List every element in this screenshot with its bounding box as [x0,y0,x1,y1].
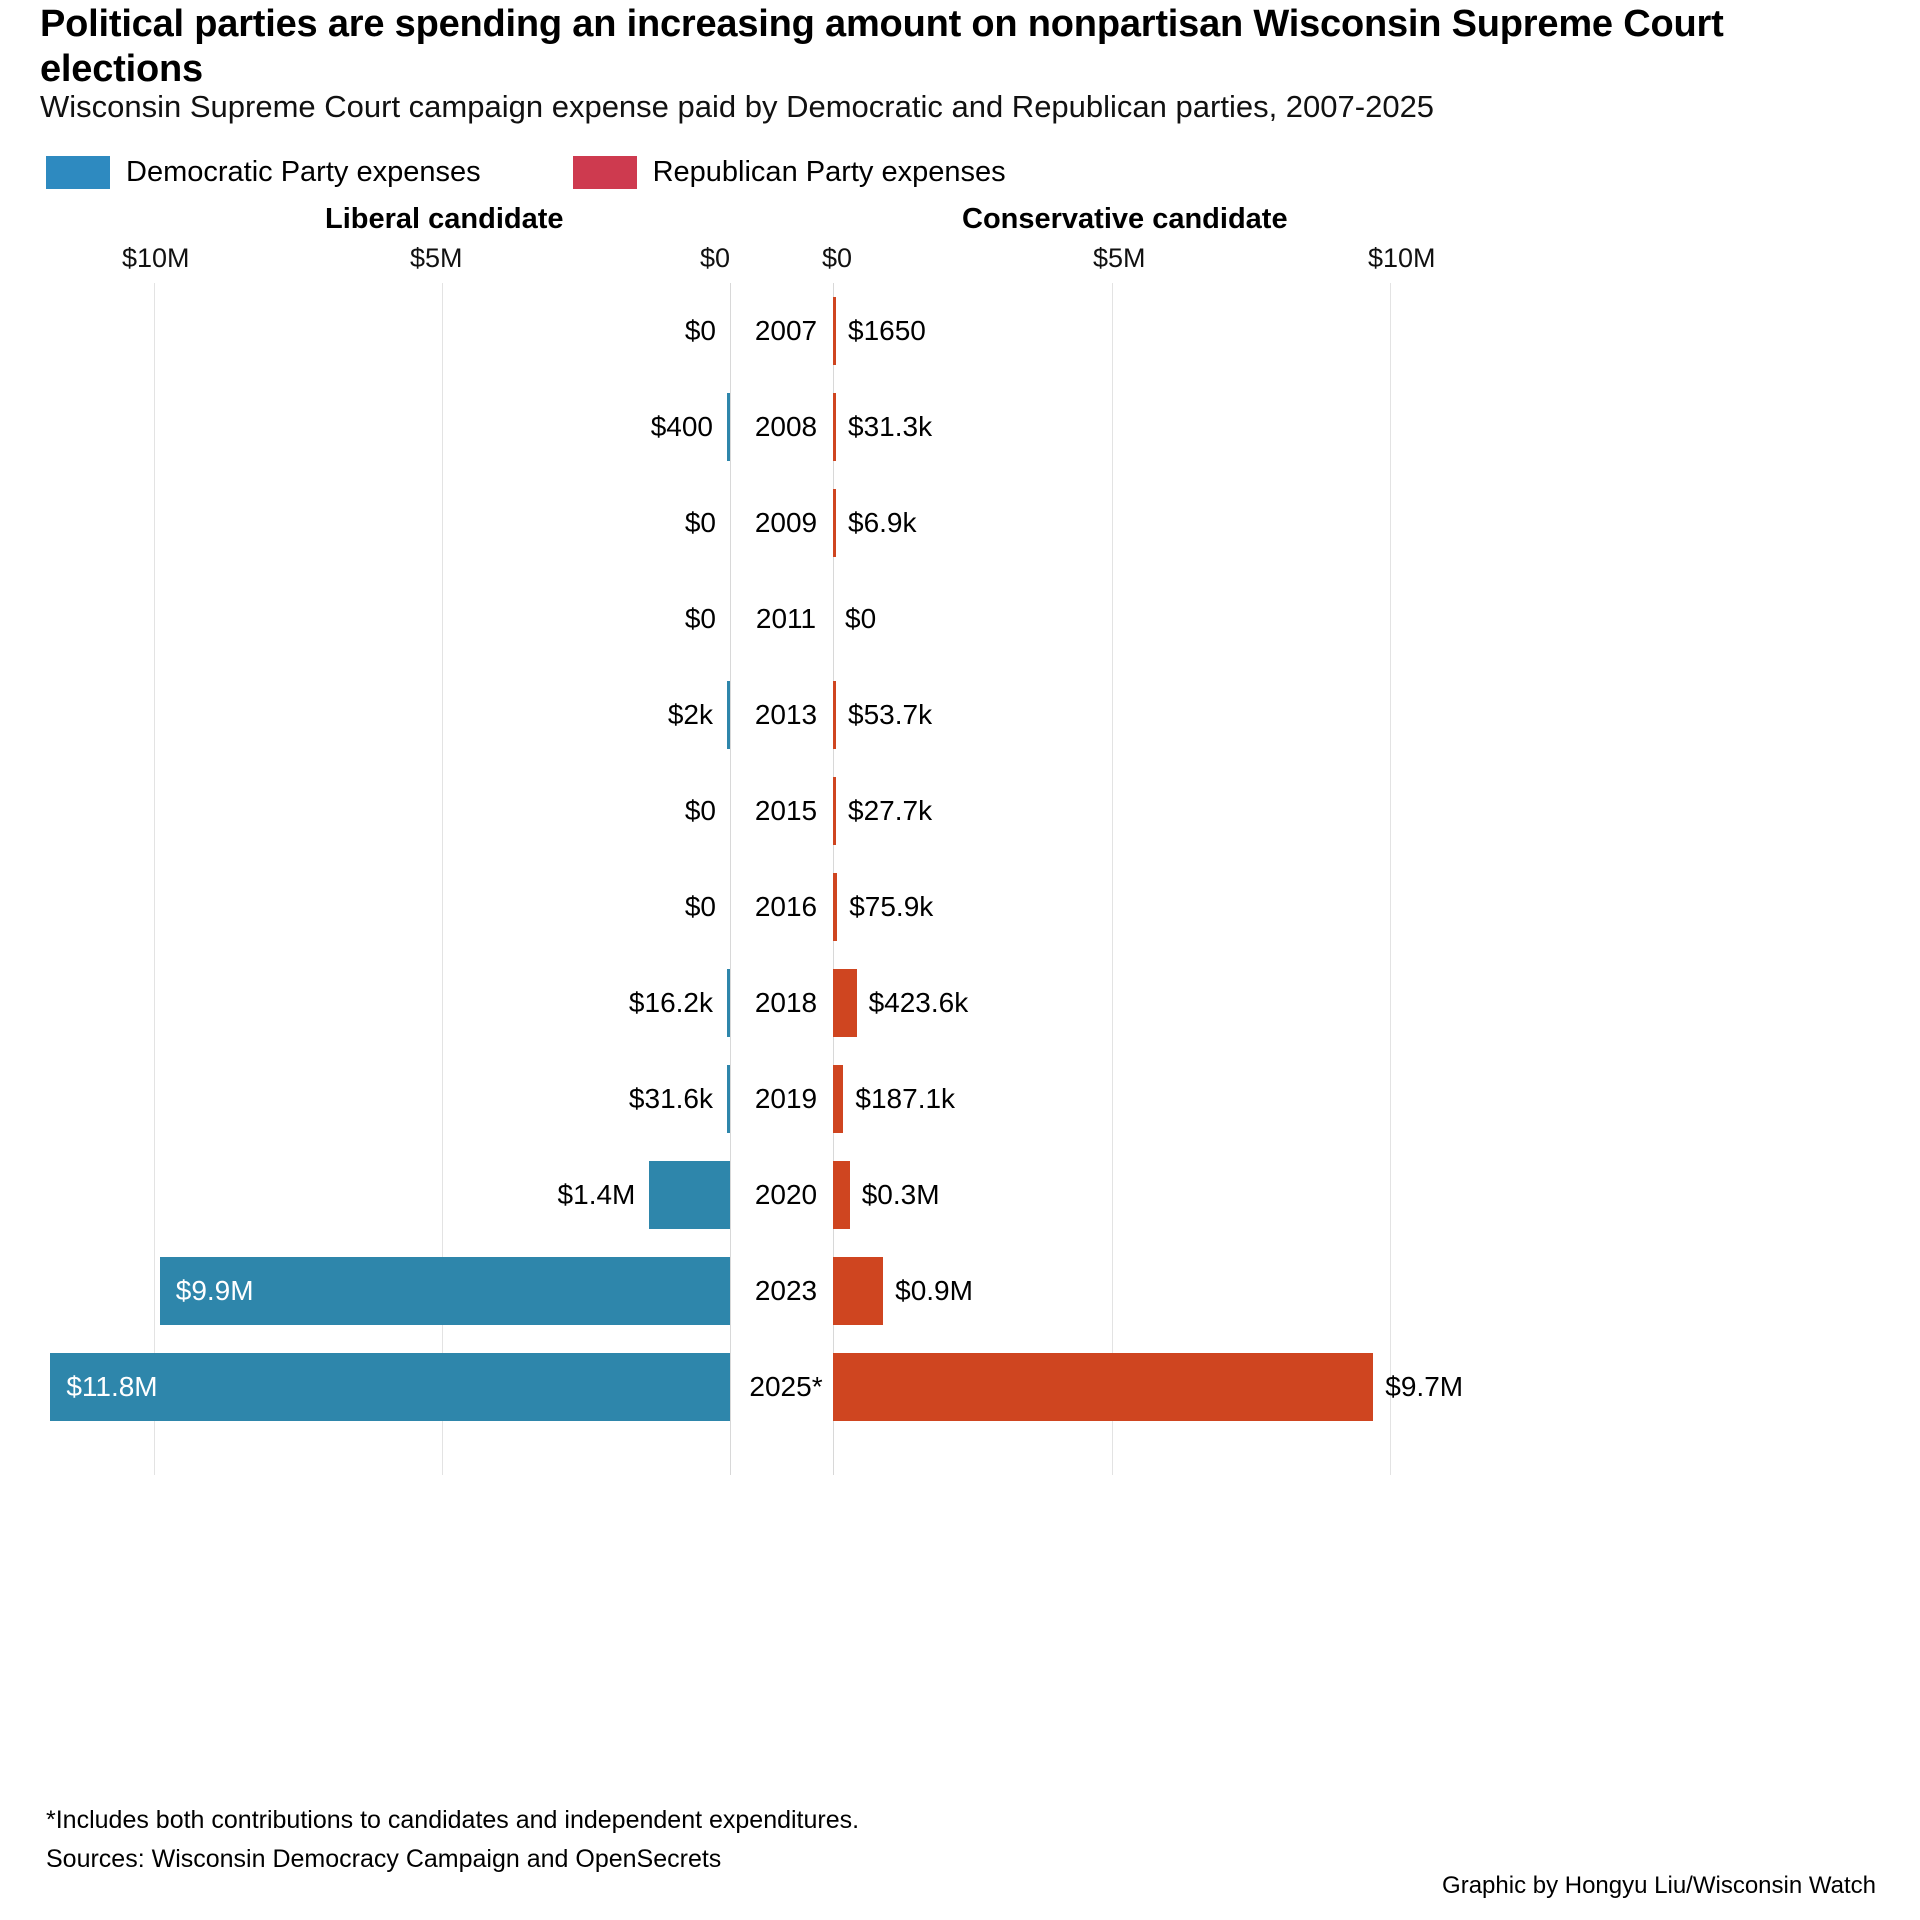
chart-title: Political parties are spending an increa… [40,3,1724,90]
x-tick-right-1: $5M [1093,243,1146,273]
bar-label-democratic: $0 [684,507,716,538]
bar-label-republican: $187.1k [855,1083,956,1114]
chart-row: $11.8M 2025* $9.7M [0,1339,1920,1435]
bar-democratic [727,1065,730,1133]
row-year-label: 2008 [754,411,818,442]
legend-item-republican: Republican Party expenses [572,156,1006,189]
x-tick-right-0: $0 [822,243,853,273]
chart-row: $0 2009 $6.9k [0,475,1920,571]
bar-republican [833,1353,1374,1421]
chart-row: $400 2008 $31.3k [0,379,1920,475]
bar-republican [833,873,838,941]
gridline-right-5 [1111,283,1113,1475]
bar-republican [833,777,836,845]
bar-label-democratic: $1.4M [557,1179,636,1210]
bar-label-democratic: $2k [667,699,713,730]
row-year-label: 2018 [754,987,818,1018]
chart-row: $0 2011 $0 [0,571,1920,667]
bar-label-democratic: $11.8M [66,1371,158,1402]
legend-label-democratic: Democratic Party expenses [126,156,481,188]
bar-label-republican: $27.7k [848,795,933,826]
x-tick-left-2: $0 [700,243,731,273]
chart-subtitle: Wisconsin Supreme Court campaign expense… [40,89,1435,124]
bar-republican [833,969,857,1037]
legend-swatch-republican [572,156,637,189]
x-tick-right-2: $10M [1368,243,1436,273]
bar-label-democratic: $400 [650,411,713,442]
x-tick-left-1: $5M [410,243,463,273]
bar-republican [833,1257,884,1325]
bar-label-republican: $75.9k [849,891,934,922]
legend-swatch-democratic [46,156,110,189]
chart-row: $1.4M 2020 $0.3M [0,1147,1920,1243]
bar-label-republican: $31.3k [848,411,933,442]
bar-label-republican: $0.3M [861,1179,940,1210]
bar-label-democratic: $0 [684,891,716,922]
row-year-label: 2013 [754,699,818,730]
plot-area: $0 2007 $1650 $400 2008 $31.3k $0 2009 $6.9k $0 20… [0,283,1920,1475]
chart-row: $16.2k 2018 $423.6k [0,955,1920,1051]
bar-label-democratic: $0 [684,795,716,826]
chart-row: $9.9M 2023 $0.9M [0,1243,1920,1339]
bar-democratic [727,969,730,1037]
row-year-label: 2009 [754,507,818,538]
row-year-label: 2023 [754,1275,818,1306]
row-year-label: 2025* [749,1371,823,1402]
bar-republican [833,1161,850,1229]
bar-label-republican: $0 [845,603,877,634]
chart-row: $0 2016 $75.9k [0,859,1920,955]
x-tick-left-0: $10M [122,243,190,273]
bar-label-republican: $423.6k [868,987,969,1018]
gridline-left-0 [730,283,731,1475]
group-header-conservative: Conservative candidate [962,203,1288,235]
bar-democratic [727,681,730,749]
bar-democratic [727,393,730,461]
row-year-label: 2015 [754,795,818,826]
footnote: *Includes both contributions to candidat… [46,1806,860,1834]
chart-row: $31.6k 2019 $187.1k [0,1051,1920,1147]
bar-label-republican: $53.7k [848,699,933,730]
row-year-label: 2020 [754,1179,818,1210]
chart-row: $0 2007 $1650 [0,283,1920,379]
bar-republican [833,297,836,365]
gridline-left-5 [442,283,443,1475]
bar-label-republican: $9.7M [1385,1371,1464,1402]
row-year-label: 2016 [754,891,818,922]
chart-row: $2k 2013 $53.7k [0,667,1920,763]
legend-label-republican: Republican Party expenses [652,156,1006,188]
row-year-label: 2019 [754,1083,818,1114]
bar-label-democratic: $0 [684,603,716,634]
sources-note: Sources: Wisconsin Democracy Campaign an… [46,1845,722,1873]
gridline-left-10 [154,283,155,1475]
bar-democratic [50,1353,730,1421]
bar-label-republican: $6.9k [848,507,917,538]
bar-democratic [649,1161,730,1229]
bar-label-democratic: $0 [684,315,716,346]
row-year-label: 2011 [755,603,817,634]
bar-label-democratic: $31.6k [628,1083,713,1114]
bar-republican [833,393,836,461]
bar-label-democratic: $9.9M [175,1275,254,1306]
chart-row: $0 2015 $27.7k [0,763,1920,859]
graphic-credit: Graphic by Hongyu Liu/Wisconsin Watch [1442,1872,1876,1899]
bar-republican [833,1065,844,1133]
bar-republican [833,681,836,749]
legend-item-democratic: Democratic Party expenses [46,156,481,189]
bar-label-republican: $0.9M [895,1275,973,1306]
chart-legend: Democratic Party expenses Republican Par… [46,156,1098,189]
row-year-label: 2007 [754,315,818,346]
bar-republican [833,489,836,557]
gridline-right-10 [1390,283,1391,1475]
group-header-liberal: Liberal candidate [325,203,564,235]
bar-label-republican: $1650 [848,315,926,346]
bar-democratic [159,1257,730,1325]
bar-label-democratic: $16.2k [628,987,713,1018]
